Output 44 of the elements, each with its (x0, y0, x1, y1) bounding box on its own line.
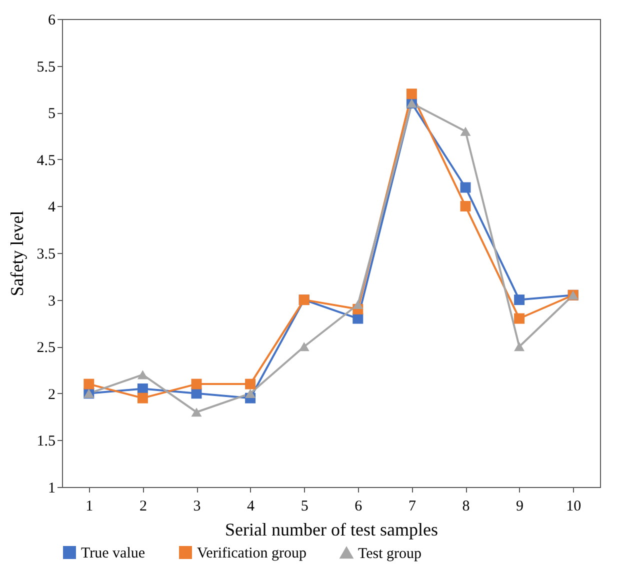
point (191, 378, 202, 390)
x-tick-label: 5 (300, 498, 308, 514)
point (137, 383, 148, 394)
point (514, 342, 525, 352)
x-tick-label: 7 (408, 498, 416, 514)
x-tick-label: 6 (354, 498, 363, 514)
x-tick-label: 9 (516, 498, 524, 514)
point (137, 392, 148, 404)
y-tick-label: 5.5 (36, 59, 56, 76)
legend-label: Test group (358, 546, 422, 562)
point (514, 313, 525, 324)
y-tick-label: 2.5 (36, 340, 56, 356)
point (352, 300, 364, 310)
x-tick-label: 4 (247, 498, 256, 514)
point (84, 378, 94, 390)
point (298, 342, 310, 352)
x-tick-label: 10 (566, 498, 582, 514)
point (352, 313, 364, 324)
y-tick-label: 1.5 (36, 434, 56, 450)
point (514, 294, 525, 306)
point (460, 126, 471, 136)
point (245, 378, 256, 390)
y-tick-label: 5 (48, 106, 56, 122)
point (137, 370, 148, 380)
x-tick-label: 8 (462, 498, 470, 514)
y-tick-label: 3.5 (36, 246, 56, 262)
point (460, 200, 471, 212)
legend-label: Verification group (197, 546, 307, 562)
point (191, 408, 202, 417)
y-tick-label: 4 (48, 200, 56, 216)
x-tick-label: 2 (139, 498, 147, 514)
y-tick-label: 6 (48, 12, 56, 28)
x-tick-label: 1 (86, 498, 94, 514)
y-tick-label: 1 (48, 480, 56, 496)
y-tick-label: 4.5 (36, 152, 56, 169)
y-tick-label: 2 (48, 386, 56, 403)
x-axis-title: Serial number of test samples (225, 520, 438, 540)
y-tick-label: 3 (48, 293, 56, 310)
x-tick-label: 3 (193, 498, 201, 514)
legend-label: True value (81, 546, 146, 562)
point (460, 182, 471, 193)
point (245, 388, 256, 398)
y-axis-title: Safety level (6, 210, 27, 296)
point (406, 88, 417, 100)
